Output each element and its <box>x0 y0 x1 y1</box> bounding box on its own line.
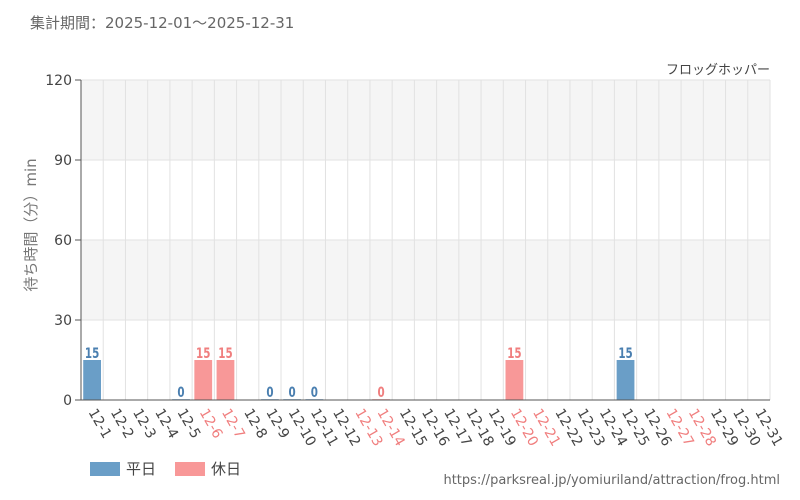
bar-value-label: 0 <box>289 385 296 401</box>
chart-title: フロッグホッパー <box>666 63 770 78</box>
legend-holiday: 休日 <box>175 458 241 479</box>
bar-value-label: 15 <box>507 346 521 362</box>
bar <box>194 360 213 400</box>
axes <box>80 80 770 401</box>
legend-swatch-holiday <box>175 461 205 476</box>
y-tick-label: 0 <box>63 393 72 409</box>
bar <box>83 360 102 400</box>
y-tick-label: 60 <box>54 233 72 249</box>
x-tick-labels: 12-112-212-312-412-512-612-712-812-912-1… <box>85 406 786 449</box>
legend-label-holiday: 休日 <box>211 460 242 478</box>
y-axis-title: 待ち時間（分）min <box>22 158 40 291</box>
y-tick-labels: 0 30 60 90 120 <box>45 73 81 409</box>
bar <box>216 360 235 400</box>
bar-value-label: 15 <box>196 346 210 362</box>
bars <box>83 360 635 400</box>
background-bands <box>81 80 770 320</box>
bar-value-label: 0 <box>266 385 273 401</box>
bar-value-label: 0 <box>377 385 384 401</box>
bar-value-label: 0 <box>311 385 318 401</box>
bar <box>505 360 524 400</box>
bar <box>616 360 635 400</box>
grid-lines <box>80 79 771 401</box>
legend-weekday: 平日 <box>90 458 156 479</box>
y-tick-label: 30 <box>54 313 72 329</box>
bar-value-label: 0 <box>177 385 184 401</box>
bar-value-label: 15 <box>218 346 232 362</box>
source-url: https://parksreal.jp/yomiuriland/attract… <box>443 473 780 488</box>
bar-value-label: 15 <box>85 346 99 362</box>
y-tick-label: 90 <box>54 153 72 169</box>
legend-label-weekday: 平日 <box>126 460 157 478</box>
background-band <box>81 240 770 320</box>
bar-value-label: 15 <box>618 346 632 362</box>
period-label: 集計期間：2025-12-01～2025-12-31 <box>30 14 295 32</box>
y-tick-label: 120 <box>45 73 72 89</box>
legend-swatch-weekday <box>90 461 120 476</box>
background-band <box>81 80 770 160</box>
